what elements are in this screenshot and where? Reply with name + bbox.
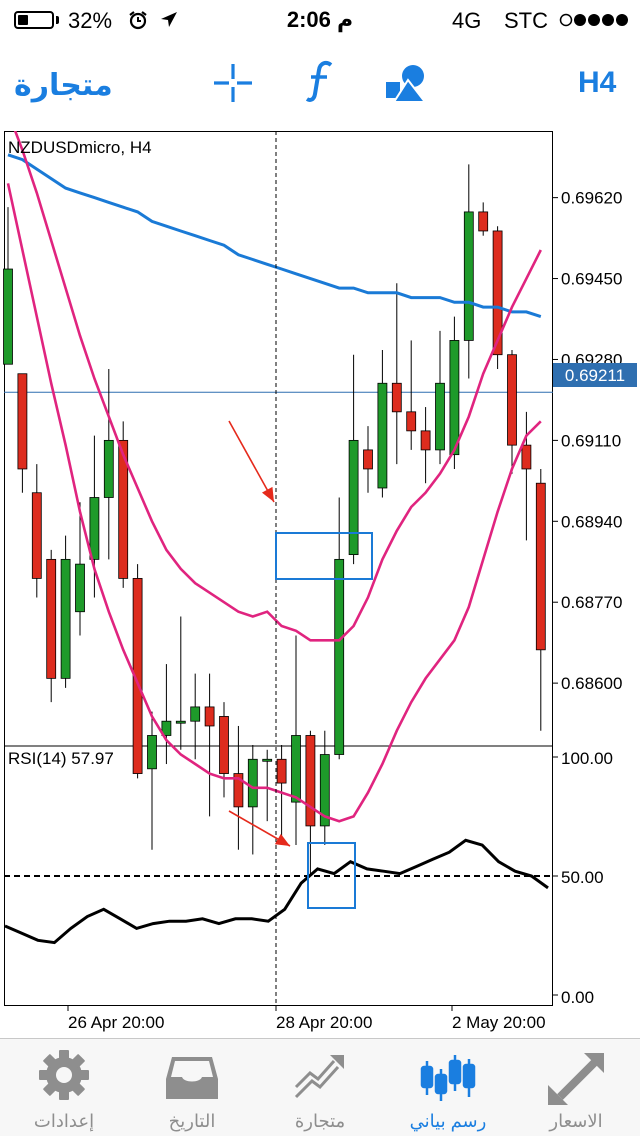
tab-trade-label: متجارة [294, 1111, 346, 1131]
candle [420, 407, 431, 484]
candle [291, 635, 301, 845]
current-price-badge: 0.69211 [553, 363, 637, 387]
crosshair-icon[interactable] [212, 62, 254, 104]
tab-history[interactable]: التاريخ [128, 1039, 256, 1137]
chart-frame [4, 131, 553, 1006]
alarm-icon [129, 11, 147, 30]
shapes-icon[interactable] [384, 62, 428, 104]
ma-upper-line [13, 131, 542, 642]
price-tick-label: 0.68600 [561, 674, 622, 693]
trade-button[interactable]: متجارة [14, 69, 113, 102]
tab-bar: إعدادات التاريخ متجارة رسم بياني [0, 1038, 640, 1136]
candle [463, 164, 474, 379]
annotation-arrow-rsi [228, 810, 291, 847]
time-tick-label: 28 Apr 20:00 [276, 1013, 372, 1032]
signal-icon [559, 13, 628, 27]
candlestick-icon [420, 1055, 476, 1101]
candle [391, 283, 402, 465]
candle [406, 340, 417, 450]
inbox-icon [166, 1057, 218, 1099]
tab-quotes[interactable]: الاسعار [512, 1039, 640, 1137]
time-tick-label: 26 Apr 20:00 [68, 1013, 164, 1032]
price-tick-label: 0.69110 [561, 431, 621, 450]
candle [521, 411, 532, 541]
candle [147, 711, 157, 850]
price-tick-label: 0.69450 [561, 270, 622, 289]
candle [363, 426, 373, 493]
tab-trade[interactable]: متجارة [256, 1039, 384, 1137]
time-tick-label: 2 May 20:00 [452, 1013, 546, 1032]
candle [492, 226, 503, 369]
tab-history-label: التاريخ [168, 1111, 216, 1131]
rsi-tick-label: 100.00 [561, 749, 613, 768]
annotation-box-rsi [307, 842, 356, 909]
gear-icon [39, 1050, 89, 1100]
rsi-tick-label: 50.00 [561, 868, 604, 887]
candle [334, 497, 345, 760]
candle [161, 664, 172, 765]
price-tick-label: 0.68940 [561, 512, 622, 531]
candle [89, 435, 100, 598]
candle [435, 330, 445, 465]
candle [17, 373, 28, 493]
candle [118, 421, 129, 588]
candle [3, 207, 13, 365]
candle [449, 316, 460, 469]
tab-chart-label: رسم بياني [409, 1111, 487, 1131]
current-price-label: 0.69211 [565, 366, 625, 385]
timeframe-button[interactable]: H4 [578, 66, 617, 99]
candle [219, 702, 229, 798]
tab-chart[interactable]: رسم بياني [384, 1039, 512, 1137]
carrier-name: STC [504, 8, 548, 33]
location-icon [161, 12, 177, 27]
candle [305, 730, 316, 874]
candle [507, 349, 517, 474]
chart-canvas[interactable]: NZDUSDmicro, H4 RSI(14) 57.97 0.69620 0.6… [0, 131, 640, 1037]
price-chart[interactable]: NZDUSDmicro, H4 RSI(14) 57.97 0.69620 0.6… [0, 131, 640, 1037]
candle [247, 745, 258, 855]
candle [175, 616, 186, 750]
tab-quotes-label: الاسعار [549, 1111, 603, 1131]
annotation-box-price [275, 532, 373, 580]
tab-settings[interactable]: إعدادات [0, 1039, 128, 1137]
annotation-arrow-price [228, 420, 275, 503]
status-time: 2:06 م [286, 7, 354, 32]
rsi-line [4, 838, 549, 945]
candle [60, 535, 71, 688]
price-tick-label: 0.68770 [561, 593, 622, 612]
candle [204, 673, 215, 817]
candle [46, 549, 57, 703]
candle [377, 349, 388, 498]
candle [348, 354, 359, 565]
ma-slow-line [7, 153, 542, 319]
price-tick-label: 0.69620 [561, 189, 622, 208]
battery-tip [56, 16, 59, 24]
candle [75, 502, 85, 636]
rsi-label: RSI(14) 57.97 [8, 749, 114, 768]
chart-toolbar: متجارة H4 [0, 42, 640, 130]
symbol-label: NZDUSDmicro, H4 [8, 138, 152, 157]
candle [319, 730, 330, 845]
candle [132, 564, 143, 779]
network-type: 4G [452, 8, 482, 33]
tab-settings-label: إعدادات [33, 1111, 95, 1131]
status-bar: 32% 2:06 م 4G STC [0, 0, 640, 40]
battery-percent: 32% [68, 8, 113, 33]
candle [103, 368, 114, 560]
quotes-arrows-icon [548, 1053, 604, 1105]
ma-lower-line [6, 183, 542, 823]
battery-icon [14, 11, 54, 29]
candle [31, 464, 42, 598]
candle [535, 468, 546, 731]
function-icon[interactable] [304, 60, 336, 104]
trade-trend-icon [294, 1055, 344, 1099]
candle [190, 673, 201, 760]
candle [233, 725, 244, 850]
candle [262, 749, 273, 822]
candle [478, 202, 489, 236]
rsi-tick-label: 0.00 [561, 988, 594, 1007]
